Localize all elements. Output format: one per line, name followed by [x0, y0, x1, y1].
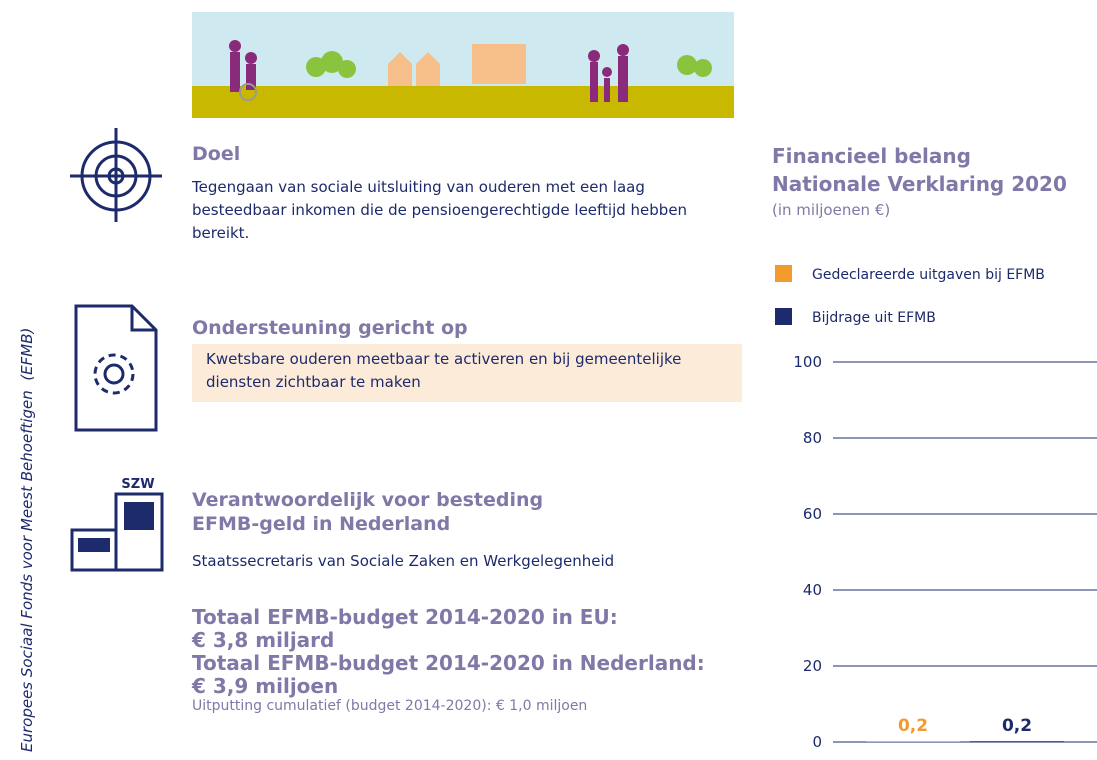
section-text: Tegengaan van sociale uitsluiting van ou… — [192, 176, 740, 245]
chart-title: Financieel belang Nationale Verklaring 2… — [772, 142, 1067, 198]
total-line: € 3,9 miljoen — [192, 675, 705, 698]
y-tick-label: 20 — [803, 657, 822, 675]
y-tick-label: 100 — [793, 353, 822, 371]
section-text-box: Kwetsbare ouderen meetbaar te activeren … — [192, 344, 742, 402]
section-text: Staatssecretaris van Sociale Zaken en We… — [192, 550, 614, 573]
y-tick-label: 0 — [812, 733, 822, 751]
bar — [970, 741, 1064, 742]
note: Uitputting cumulatief (budget 2014-2020)… — [192, 698, 587, 714]
data-label: 0,2 — [898, 716, 928, 736]
chart-subtitle: (in miljoenen €) — [772, 201, 890, 219]
page: Europees Sociaal Fonds voor Meest Behoef… — [0, 0, 1097, 760]
bar — [866, 741, 960, 742]
y-tick-label: 80 — [803, 429, 822, 447]
target-icon — [68, 126, 164, 222]
legend-swatch — [775, 265, 792, 282]
building-icon: SZW — [70, 474, 170, 574]
legend-label: Gedeclareerde uitgaven bij EFMB — [812, 267, 1045, 283]
title-line: Financieel belang — [772, 142, 1067, 170]
legend-label: Bijdrage uit EFMB — [812, 310, 936, 326]
legend-swatch — [775, 308, 792, 325]
section-title: Ondersteuning gericht op — [192, 316, 468, 340]
y-tick-label: 40 — [803, 581, 822, 599]
data-label: 0,2 — [1002, 716, 1032, 736]
sidebar-label: Europees Sociaal Fonds voor Meest Behoef… — [18, 328, 36, 752]
totals: Totaal EFMB-budget 2014-2020 in EU: € 3,… — [192, 606, 705, 698]
title-line: Nationale Verklaring 2020 — [772, 170, 1067, 198]
y-tick-label: 60 — [803, 505, 822, 523]
total-line: Totaal EFMB-budget 2014-2020 in EU: — [192, 606, 705, 629]
section-title: Verantwoordelijk voor besteding EFMB-gel… — [192, 488, 612, 536]
icon-label: SZW — [121, 477, 154, 492]
total-line: Totaal EFMB-budget 2014-2020 in Nederlan… — [192, 652, 705, 675]
document-icon — [74, 304, 160, 434]
illustration — [192, 12, 734, 118]
total-line: € 3,8 miljard — [192, 629, 705, 652]
chart: Gedeclareerde uitgaven bij EFMB Bijdrage … — [760, 250, 1097, 760]
section-title: Doel — [192, 142, 240, 166]
